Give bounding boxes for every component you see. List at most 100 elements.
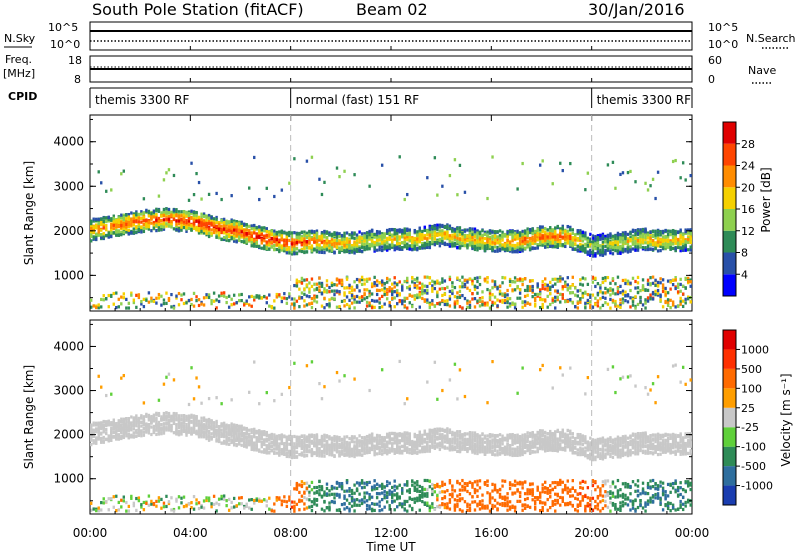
power-cell (338, 175, 341, 179)
power-cell (217, 230, 221, 234)
power-cell (518, 291, 522, 295)
power-cell (659, 281, 662, 285)
power-cell (222, 224, 226, 228)
power-cell (416, 286, 419, 290)
power-cell (636, 281, 640, 285)
power-cell (345, 248, 349, 252)
power-cell (599, 283, 602, 288)
power-cell (466, 280, 469, 284)
power-cell (185, 219, 188, 223)
power-cell (584, 277, 587, 281)
power-cell (488, 306, 492, 310)
power-cell (373, 248, 376, 252)
power-cell (406, 238, 409, 242)
power-cell (624, 281, 627, 286)
power-cell (496, 245, 499, 250)
power-cell (596, 234, 600, 238)
velocity-cell (125, 430, 128, 435)
power-cell (295, 240, 299, 245)
power-cell (556, 233, 559, 237)
power-cell (265, 227, 268, 231)
power-cell (418, 233, 421, 237)
power-cell (458, 232, 462, 237)
power-cell (586, 171, 590, 175)
power-cell (333, 232, 336, 236)
power-cell (528, 237, 532, 241)
power-cell (343, 240, 346, 244)
power-cell (591, 244, 595, 248)
power-cell (325, 231, 329, 235)
power-cell (433, 234, 437, 238)
power-cell (654, 241, 657, 245)
power-cell (197, 180, 201, 185)
power-cell (549, 240, 552, 244)
power-cell (152, 209, 156, 213)
power-cell (533, 246, 537, 250)
power-cell (601, 280, 605, 285)
power-cell (142, 297, 146, 301)
power-cell (431, 227, 434, 231)
power-cell (511, 239, 514, 243)
power-cell (365, 244, 369, 249)
power-cell (115, 230, 118, 234)
power-cell (243, 303, 246, 307)
power-cell (353, 297, 356, 301)
power-cell (416, 293, 419, 297)
power-cell (491, 303, 494, 307)
power-cell (130, 220, 133, 224)
power-cell (320, 283, 324, 287)
power-cell (350, 234, 354, 238)
power-cell (207, 295, 211, 300)
power-cell (664, 242, 667, 246)
power-cell (310, 244, 314, 248)
power-cell (483, 303, 487, 307)
power-cell (142, 218, 146, 223)
power-cell (609, 245, 612, 249)
power-cell (102, 219, 105, 224)
velocity-cell (120, 424, 123, 428)
power-cell (564, 235, 567, 239)
power-cell (589, 303, 592, 307)
power-cell (604, 252, 607, 256)
power-cell (248, 186, 251, 190)
power-cell (380, 288, 384, 292)
power-cell (621, 247, 625, 251)
power-cell (521, 305, 524, 309)
power-cell (335, 238, 339, 243)
power-cell (609, 286, 612, 291)
power-cell (551, 298, 554, 302)
power-cell (406, 246, 409, 250)
power-cell (107, 305, 110, 309)
power-cell (338, 278, 341, 282)
power-cell (358, 247, 361, 251)
power-cell (674, 278, 677, 282)
power-cell (195, 171, 198, 176)
power-cell (192, 291, 196, 295)
power-cell (97, 170, 100, 174)
power-cell (180, 218, 183, 222)
power-cell (393, 281, 396, 285)
power-cell (629, 169, 632, 174)
power-cell (122, 215, 126, 220)
power-cell (237, 221, 241, 225)
power-cell (564, 282, 567, 286)
power-cell (132, 219, 136, 224)
power-cell (197, 218, 201, 222)
power-cell (601, 251, 605, 255)
power-cell (122, 169, 126, 173)
power-cell (674, 232, 677, 237)
power-cell (320, 292, 324, 296)
power-cell (185, 214, 188, 218)
power-cell (503, 232, 507, 237)
power-cell (120, 302, 123, 306)
power-cell (661, 289, 665, 294)
power-cell (629, 288, 632, 293)
power-cell (215, 298, 218, 302)
power-cell (433, 224, 437, 228)
power-cell (554, 306, 557, 310)
power-cell (140, 302, 143, 306)
power-cell (686, 279, 690, 284)
power-cell (644, 247, 647, 252)
power-cell (501, 281, 504, 285)
power-cell (541, 228, 544, 233)
